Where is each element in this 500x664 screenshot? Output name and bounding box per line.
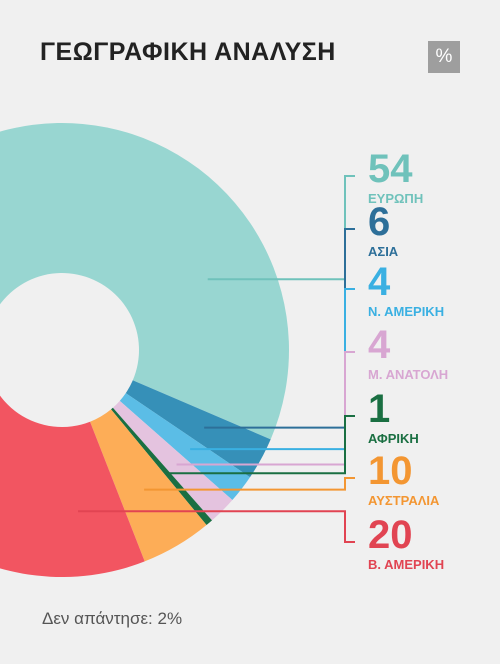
leader-line [207, 175, 355, 281]
page-title: ΓΕΩΓΡΑΦΙΚΗ ΑΝΑΛΥΣΗ [40, 38, 336, 66]
slice-name-label: Μ. ΑΝΑΤΟΛΗ [368, 367, 448, 382]
slice-name-label: Β. ΑΜΕΡΙΚΗ [368, 557, 444, 572]
unit-badge: % [428, 41, 460, 73]
slice-value-label: 54 [368, 147, 413, 191]
pie-slice [125, 380, 271, 478]
pie-slice [111, 407, 213, 526]
slice-value-label: 10 [368, 449, 413, 493]
leader-line [176, 351, 355, 466]
slice-value-label: 4 [368, 323, 391, 367]
leader-line [144, 477, 355, 491]
no-answer-footnote: Δεν απάντησε: 2% [42, 609, 183, 628]
slice-value-label: 4 [368, 260, 391, 304]
slice-name-label: ΑΦΡΙΚΗ [368, 431, 419, 446]
slice-name-label: ΑΥΣΤΡΑΛΙΑ [368, 493, 440, 508]
slice-value-label: 20 [368, 513, 413, 557]
slice-name-label: ΕΥΡΩΠΗ [368, 191, 423, 206]
leader-line [78, 510, 355, 543]
slice-value-label: 1 [368, 387, 390, 431]
pie-slice [0, 123, 289, 440]
pie-slice [0, 395, 145, 577]
slice-value-label: 6 [368, 200, 390, 244]
slice-name-label: ΑΣΙΑ [368, 244, 399, 259]
pie-slice [90, 409, 207, 562]
leader-line [167, 415, 355, 475]
slice-name-label: Ν. ΑΜΕΡΙΚΗ [368, 304, 444, 319]
